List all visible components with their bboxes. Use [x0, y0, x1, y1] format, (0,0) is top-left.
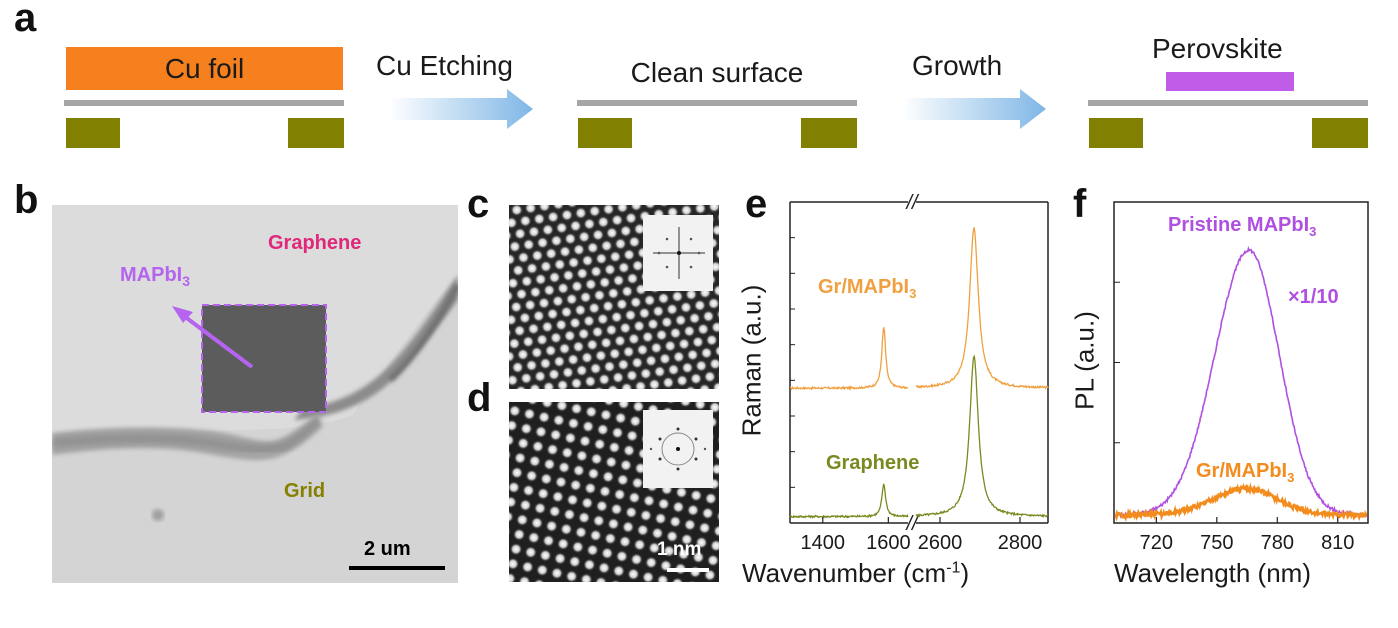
- raman-axis-break-bottom: //: [904, 513, 920, 535]
- pl-x-tick-label: 720: [1140, 532, 1173, 554]
- scale-bar-d: [667, 568, 709, 572]
- fft-inset-d: [643, 410, 713, 488]
- grid-annotation: Grid: [284, 480, 326, 502]
- grid-bar-2r: [801, 118, 857, 148]
- scale-bar-b: [349, 566, 445, 570]
- clean-surface-label: Clean surface: [630, 57, 804, 88]
- grid-bar-1r: [288, 118, 344, 148]
- process-arrow-2: [902, 89, 1046, 129]
- panel-label-f: f: [1073, 182, 1087, 226]
- graphene-line-1: [64, 100, 344, 106]
- raman-x-tick-label: 2600: [918, 532, 963, 554]
- pl-ylabel: PL (a.u.): [1069, 311, 1100, 410]
- scale-label-d: 1 nm: [657, 539, 702, 560]
- grid-bar-2l: [578, 118, 632, 148]
- raman-x-tick-label: 2800: [998, 532, 1043, 554]
- raman-legend-graphene: Graphene: [826, 452, 920, 474]
- panel-b-tem-image: [52, 205, 458, 583]
- grid-bar-1l: [66, 118, 120, 148]
- grid-bar-3r: [1312, 118, 1368, 148]
- raman-x-tick-label: 1600: [866, 532, 911, 554]
- panel-e-raman-chart: // // 1400 1600 2600 2800: [789, 192, 1049, 554]
- raman-series-gr-mapbi: [789, 227, 1049, 391]
- cu-etching-label: Cu Etching: [376, 50, 513, 81]
- panel-c-hrtem: [509, 205, 719, 389]
- fft-inset-c: [643, 215, 713, 291]
- pl-x-tick-label: 810: [1321, 532, 1354, 554]
- panel-label-b: b: [14, 178, 39, 222]
- mapbi-crystal: [202, 305, 326, 412]
- perovskite-layer: [1166, 72, 1294, 91]
- graphene-line-3: [1088, 100, 1368, 106]
- pl-series-pristine: [1114, 245, 1368, 519]
- cu-foil-layer: [66, 47, 343, 90]
- raman-axis-break-top: //: [904, 192, 920, 214]
- panel-label-c: c: [467, 182, 490, 226]
- raman-legend-gr-mapbi: Gr/MAPbI3: [818, 276, 917, 301]
- grid-bar-3l: [1089, 118, 1143, 148]
- mapbi-pointer-arrow: [178, 311, 254, 369]
- pl-x-tick-label: 780: [1261, 532, 1294, 554]
- growth-label: Growth: [912, 50, 1003, 81]
- process-arrow-1: [389, 89, 533, 129]
- raman-x-tick-label: 1400: [801, 532, 846, 554]
- pl-x-tick-label: 750: [1200, 532, 1233, 554]
- pl-legend-pristine: Pristine MAPbI3: [1168, 214, 1317, 239]
- panel-label-d: d: [467, 376, 492, 420]
- raman-ylabel: Raman (a.u.): [736, 284, 767, 437]
- panel-d-hrtem: [509, 402, 719, 582]
- raman-series-graphene: [789, 354, 1048, 519]
- panel-label-e: e: [745, 182, 768, 226]
- graphene-annotation: Graphene: [268, 232, 362, 254]
- mapbi-annotation: MAPbI3: [120, 264, 191, 289]
- pl-xlabel: Wavelength (nm): [1114, 558, 1311, 588]
- scale-label-b: 2 um: [364, 538, 411, 560]
- graphene-line-2: [577, 100, 857, 106]
- pl-series-gr-mapbi: [1114, 482, 1368, 523]
- panel-label-a: a: [14, 0, 37, 40]
- mapbi-dashed-outline: [201, 304, 327, 413]
- raman-xlabel: Wavenumber (cm-1): [742, 558, 970, 588]
- perovskite-label: Perovskite: [1152, 33, 1283, 64]
- cu-foil-label: Cu foil: [164, 53, 245, 84]
- panel-f-pl-chart: 720 750 780 810: [1113, 201, 1369, 554]
- pl-legend-gr-mapbi: Gr/MAPbI3: [1196, 460, 1295, 485]
- pl-scale-annotation: ×1/10: [1288, 286, 1339, 308]
